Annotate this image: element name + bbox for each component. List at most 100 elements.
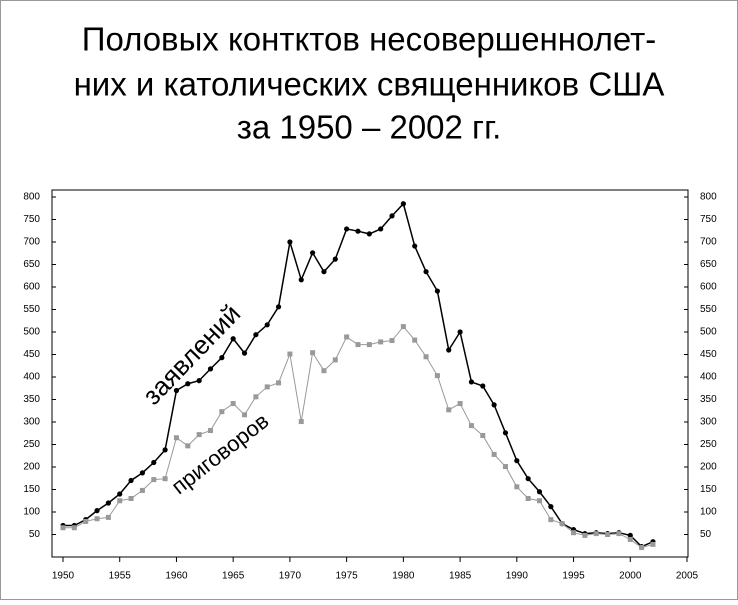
marker: [355, 342, 361, 348]
x-tick-label: 1950: [52, 571, 75, 582]
marker: [502, 464, 508, 470]
marker: [94, 516, 100, 522]
y-tick-label: 150: [23, 484, 40, 495]
marker: [196, 378, 202, 384]
x-tick-label: 1965: [222, 571, 245, 582]
marker: [480, 383, 486, 389]
marker: [423, 354, 429, 360]
marker: [423, 269, 429, 275]
marker: [275, 304, 282, 310]
marker: [468, 379, 475, 385]
marker: [468, 423, 474, 429]
y-tick-label: 250: [23, 439, 40, 450]
x-tick-label: 1985: [449, 571, 472, 582]
marker: [128, 477, 134, 484]
y2-tick-label: 600: [700, 282, 717, 293]
marker: [389, 338, 395, 344]
y2-tick-label: 150: [700, 484, 717, 495]
marker: [639, 545, 645, 551]
marker: [605, 532, 611, 537]
marker: [480, 433, 486, 438]
marker: [321, 269, 327, 275]
x-tick-label: 1980: [392, 571, 415, 582]
marker: [537, 498, 543, 504]
marker: [536, 489, 543, 495]
marker: [185, 443, 191, 449]
x-tick-label: 1970: [279, 571, 302, 582]
y2-tick-label: 200: [700, 462, 717, 473]
marker: [94, 508, 100, 514]
marker: [196, 432, 202, 438]
marker: [434, 288, 440, 294]
marker: [173, 435, 179, 441]
marker: [287, 351, 293, 357]
marker: [219, 355, 225, 361]
marker: [105, 514, 111, 520]
marker: [276, 380, 282, 386]
marker: [185, 381, 191, 387]
marker: [162, 476, 168, 482]
y2-tick-label: 100: [700, 507, 717, 518]
marker: [457, 401, 463, 407]
marker: [242, 412, 248, 418]
y-tick-label: 500: [23, 327, 40, 338]
x-tick-label: 1960: [165, 571, 188, 582]
y-tick-label: 200: [23, 462, 40, 473]
marker: [548, 504, 554, 510]
y-tick-label: 50: [29, 529, 41, 540]
chart-title: Половых контктов несовершеннолет-: [82, 21, 657, 58]
chart-title: них и католических священников США: [74, 66, 665, 103]
marker: [298, 419, 304, 425]
marker: [310, 350, 316, 356]
marker: [355, 228, 361, 234]
marker: [139, 470, 146, 476]
y2-tick-label: 500: [700, 327, 717, 338]
marker: [457, 329, 463, 335]
y-tick-label: 800: [23, 192, 40, 203]
y2-tick-label: 250: [700, 439, 717, 450]
y-tick-label: 100: [23, 507, 40, 518]
marker: [219, 409, 225, 415]
marker: [514, 484, 520, 490]
marker: [548, 517, 554, 523]
x-tick-label: 1955: [109, 571, 132, 582]
marker: [298, 277, 304, 283]
marker: [230, 401, 236, 407]
marker: [502, 430, 509, 436]
y2-tick-label: 650: [700, 259, 717, 270]
marker: [446, 407, 452, 413]
marker: [344, 334, 350, 340]
y-tick-label: 550: [23, 304, 40, 315]
marker: [264, 384, 270, 390]
marker: [525, 496, 531, 501]
x-tick-label: 1995: [562, 571, 585, 582]
y2-tick-label: 450: [700, 349, 717, 360]
marker: [173, 387, 180, 394]
marker: [71, 525, 77, 531]
marker: [366, 342, 372, 348]
y2-tick-label: 800: [700, 192, 717, 203]
marker: [571, 530, 577, 536]
marker: [344, 226, 350, 232]
marker: [332, 256, 338, 262]
x-tick-label: 1990: [506, 571, 529, 582]
chart-title: за 1950 – 2002 гг.: [237, 109, 502, 146]
y-tick-label: 450: [23, 349, 40, 360]
y2-tick-label: 550: [700, 304, 717, 315]
marker: [207, 428, 213, 434]
x-tick-label: 1975: [336, 571, 359, 582]
y-tick-label: 600: [23, 282, 40, 293]
marker: [332, 357, 338, 363]
y-tick-label: 750: [23, 214, 40, 225]
marker: [264, 322, 270, 328]
x-tick-label: 2005: [676, 571, 699, 582]
marker: [151, 477, 157, 483]
y-tick-label: 700: [23, 237, 40, 248]
x-tick-label: 2000: [619, 571, 642, 582]
marker: [400, 324, 406, 330]
marker: [593, 531, 599, 537]
y2-tick-label: 700: [700, 237, 717, 248]
marker: [321, 368, 327, 374]
marker: [446, 347, 452, 353]
